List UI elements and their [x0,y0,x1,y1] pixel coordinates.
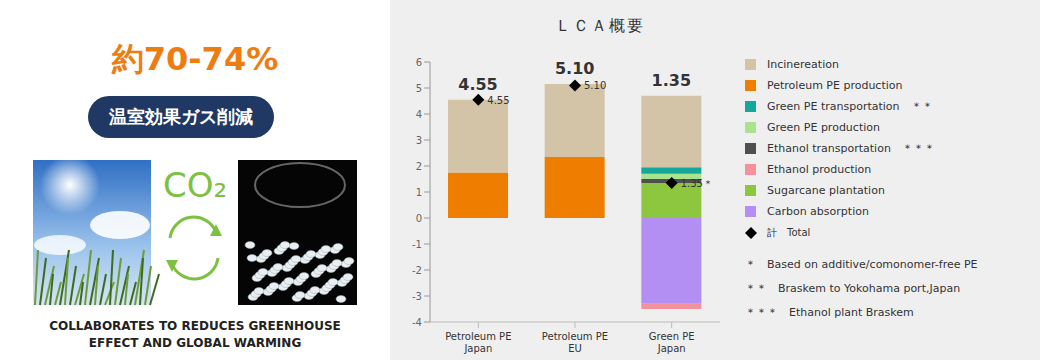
svg-text:1.35: 1.35 [652,71,691,90]
svg-text:3: 3 [416,135,422,146]
html-text:＊＊＊ Ethanol plant Braskem: ＊＊＊ Ethanol plant Braskem [745,306,914,319]
svg-text:4: 4 [416,109,422,120]
html-text:Sugarcane plantation: Sugarcane plantation [767,184,885,197]
html-text:CO₂: CO₂ [162,165,228,205]
html-text:Petroleum PE production: Petroleum PE production [767,79,903,92]
html-text:ＬＣＡ概要: ＬＣＡ概要 [555,16,645,35]
svg-text:-4: -4 [412,317,422,328]
svg-text:0: 0 [416,213,422,224]
svg-text:6: 6 [416,57,422,68]
html-text:計 Total: 計 Total [767,226,811,238]
html-text:Green PE transportation ＊＊: Green PE transportation ＊＊ [767,100,933,113]
svg-text:-2: -2 [412,265,422,276]
svg-text:Green PEJapan: Green PEJapan [649,331,695,354]
svg-text:2: 2 [416,161,422,172]
svg-text:5.10: 5.10 [584,80,606,91]
html-text:Ethanol production: Ethanol production [767,163,872,176]
html-text:約70-74%: 約70-74% [111,40,279,78]
html-text:Incinereation: Incinereation [767,58,839,71]
html-text:EFFECT AND GLOBAL WARMING: EFFECT AND GLOBAL WARMING [88,336,302,350]
html-text:Ethanol transportation ＊＊＊: Ethanol transportation ＊＊＊ [767,142,935,155]
svg-text:-3: -3 [412,291,422,302]
html-text:＊ Based on additive/comonomer-: ＊ Based on additive/comonomer-free PE [745,258,978,271]
html-text:＊＊ Braskem to Yokohama port,Ja: ＊＊ Braskem to Yokohama port,Japan [745,282,961,295]
html-text:COLLABORATES TO REDUCES GREENH: COLLABORATES TO REDUCES GREENHOUSE [49,319,341,333]
svg-text:5.10: 5.10 [555,59,594,78]
html-text:Carbon absorption: Carbon absorption [767,205,869,218]
svg-text:4.55: 4.55 [487,95,509,106]
svg-text:4.55: 4.55 [458,75,497,94]
html-text:Green PE production: Green PE production [767,121,880,134]
svg-text:-1: -1 [412,239,422,250]
svg-text:1.35＊: 1.35＊ [681,178,713,189]
svg-text:Petroleum PEEU: Petroleum PEEU [542,331,608,354]
svg-text:1: 1 [416,187,422,198]
html-text:温室効果ガス削減: 温室効果ガス削減 [109,106,253,127]
svg-text:Petroleum PEJapan: Petroleum PEJapan [445,331,511,354]
svg-text:5: 5 [416,83,422,94]
